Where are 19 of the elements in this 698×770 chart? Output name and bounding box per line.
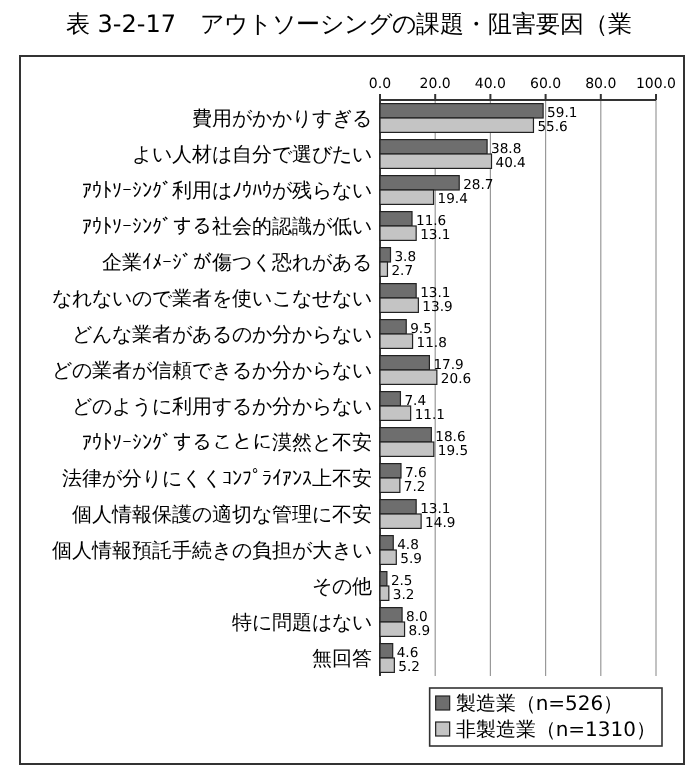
y-tick-label: ｱｳﾄｿｰｼﾝｸﾞする社会的認識が低い bbox=[82, 215, 372, 239]
y-tick-label: ｱｳﾄｿｰｼﾝｸﾞすることに漠然と不安 bbox=[82, 431, 372, 455]
chart-title: 表 3-2-17 アウトソーシングの課題・阻害要因（業 bbox=[65, 10, 633, 38]
y-tick-label: どの業者が信頼できるか分からない bbox=[52, 359, 372, 383]
y-tick-label: 無回答 bbox=[312, 647, 372, 671]
y-tick-label: 企業ｲﾒｰｼﾞが傷つく恐れがある bbox=[102, 251, 372, 275]
legend-label: 製造業（n=526） bbox=[455, 692, 624, 716]
y-tick-label: どのように利用するか分からない bbox=[72, 395, 372, 419]
y-tick-label: 特に問題はない bbox=[232, 611, 372, 635]
y-tick-label: どんな業者があるのか分からない bbox=[72, 323, 372, 347]
y-tick-label: 費用がかかりすぎる bbox=[192, 107, 372, 131]
y-tick-label: 法律が分りにくくｺﾝﾌﾟﾗｲｱﾝｽ上不安 bbox=[62, 467, 372, 491]
y-tick-label: なれないので業者を使いこなせない bbox=[52, 287, 372, 311]
legend-label: 非製造業（n=1310） bbox=[455, 718, 656, 742]
y-tick-label: 個人情報預託手続きの負担が大きい bbox=[52, 539, 372, 563]
y-tick-label: 個人情報保護の適切な管理に不安 bbox=[72, 503, 372, 527]
y-tick-label: よい人材は自分で選びたい bbox=[132, 143, 372, 167]
y-tick-label: その他 bbox=[312, 575, 372, 599]
y-tick-label: ｱｳﾄｿｰｼﾝｸﾞ利用はﾉｳﾊｳが残らない bbox=[82, 179, 372, 203]
